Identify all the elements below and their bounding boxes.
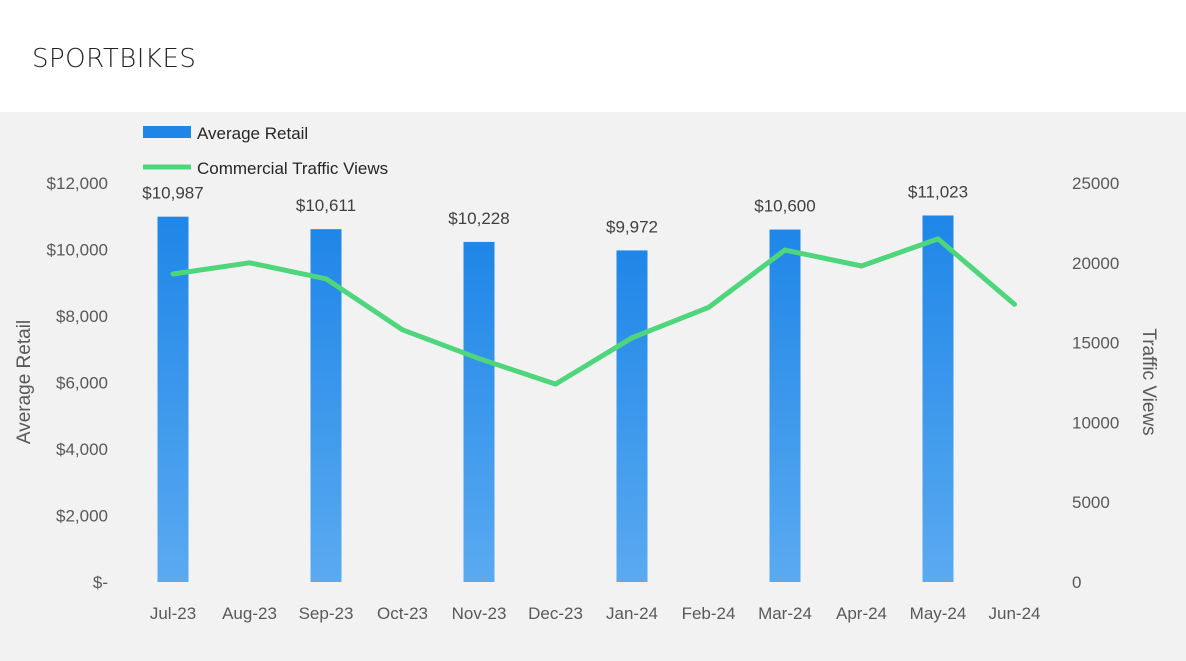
y-left-tick-label: $8,000: [56, 307, 108, 326]
combo-chart: Average Retail Commercial Traffic Views …: [14, 124, 1159, 623]
page-title: SPORTBIKES: [32, 44, 197, 74]
x-axis-ticks: Jul-23 Aug-23 Sep-23 Oct-23 Nov-23 Dec-23 Jan-…: [150, 604, 1041, 623]
y-right-tick-label: 5000: [1072, 493, 1110, 512]
x-tick-label: Sep-23: [299, 604, 354, 623]
bar-jul-23: [157, 216, 189, 582]
bar-data-label: $10,611: [296, 196, 356, 215]
bar-sep-23: [310, 229, 342, 582]
bar-mar-24: [769, 229, 801, 583]
y-axis-left-ticks: $- $2,000 $4,000 $6,000 $8,000 $10,000 $12,000: [47, 174, 108, 592]
y-left-tick-label: $2,000: [56, 507, 108, 526]
y-left-tick-label: $4,000: [56, 440, 108, 459]
x-tick-label: Apr-24: [836, 604, 887, 623]
y-left-tick-label: $12,000: [47, 174, 108, 193]
bar-data-label: $10,987: [142, 184, 203, 203]
y-axis-right-title: Traffic Views: [1138, 328, 1159, 435]
y-left-tick-label: $10,000: [47, 241, 108, 260]
x-tick-label: Mar-24: [758, 604, 812, 623]
bar-data-label: $11,023: [908, 182, 968, 201]
x-tick-label: Dec-23: [528, 604, 583, 623]
legend-label-average-retail: Average Retail: [197, 124, 308, 143]
y-right-tick-label: 25000: [1072, 174, 1119, 193]
x-tick-label: Aug-23: [222, 604, 277, 623]
bar-jan-24: [616, 250, 648, 582]
bar-data-labels: $10,987 $10,611 $10,228 $9,972 $10,600 $11,02…: [142, 182, 968, 236]
y-right-tick-label: 20000: [1072, 254, 1119, 273]
x-tick-label: Oct-23: [377, 604, 428, 623]
x-tick-label: Nov-23: [452, 604, 507, 623]
traffic-views-line: [170, 236, 1017, 387]
x-tick-label: Jan-24: [606, 604, 658, 623]
y-axis-right-ticks: 0 5000 10000 15000 20000 25000: [1072, 174, 1119, 592]
y-right-tick-label: 15000: [1072, 334, 1119, 353]
line-series-commercial-traffic-views: [170, 236, 1017, 387]
y-left-tick-label: $6,000: [56, 374, 108, 393]
legend-swatch-average-retail: [143, 126, 191, 138]
x-tick-label: Jun-24: [989, 604, 1041, 623]
bar-data-label: $10,600: [754, 197, 815, 216]
bar-data-label: $9,972: [606, 217, 658, 236]
bar-series-average-retail: [157, 215, 954, 583]
bar-nov-23: [463, 241, 495, 582]
x-tick-label: May-24: [910, 604, 967, 623]
y-right-tick-label: 0: [1072, 573, 1081, 592]
bar-may-24: [922, 215, 954, 582]
bar-data-label: $10,228: [448, 209, 509, 228]
x-tick-label: Feb-24: [682, 604, 736, 623]
x-tick-label: Jul-23: [150, 604, 196, 623]
chart-legend: Average Retail Commercial Traffic Views: [143, 124, 388, 178]
chart-panel: Average Retail Commercial Traffic Views …: [0, 112, 1186, 661]
y-left-tick-label: $-: [93, 573, 108, 592]
legend-label-commercial-traffic-views: Commercial Traffic Views: [197, 159, 388, 178]
y-right-tick-label: 10000: [1072, 413, 1119, 432]
y-axis-left-title: Average Retail: [14, 320, 35, 444]
